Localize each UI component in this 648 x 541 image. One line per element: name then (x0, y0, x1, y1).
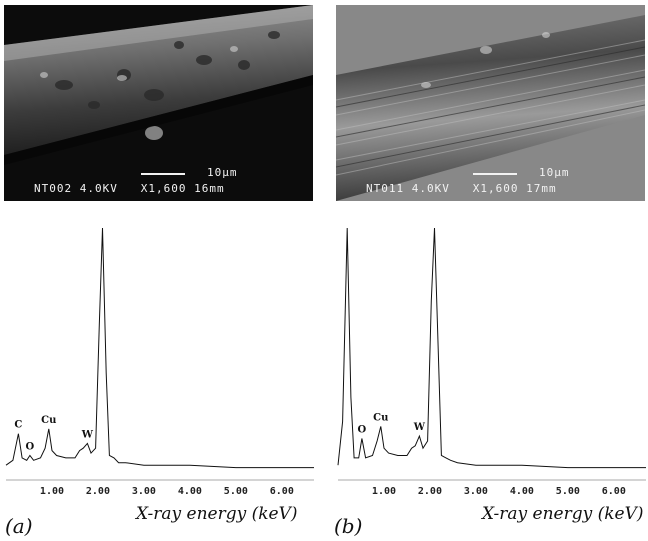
eds-plot-a: 1.00 2.00 3.00 4.00 5.00 6.00 CO Cu W (5, 227, 314, 497)
panel-label-b: (b) (334, 514, 363, 538)
x-axis-label-b: X-ray energy (keV) (482, 504, 644, 524)
x-axis-label-a: X-ray energy (keV) (136, 504, 298, 524)
peak-label: W (413, 422, 426, 433)
x-tick-label: 1.00 (40, 486, 64, 497)
sem-caption: NT002 4.0KV X1,600 16mm (34, 182, 225, 195)
x-tick-label: 1.00 (372, 486, 396, 497)
sem-micrograph-a: 10µm NT002 4.0KV X1,600 16mm (4, 5, 313, 201)
x-tick-label: 2.00 (86, 486, 110, 497)
x-tick-label: 2.00 (418, 486, 442, 497)
eds-plot-b: 1.00 2.00 3.00 4.00 5.00 6.00 O Cu W (337, 227, 646, 497)
spectrum-line (5, 227, 314, 469)
scale-bar-label: 10µm (539, 166, 570, 179)
eds-spectrum-b: 1.00 2.00 3.00 4.00 5.00 6.00 O Cu W (332, 227, 648, 498)
sem-micrograph-b: 10µm NT011 4.0KV X1,600 17mm (336, 5, 645, 201)
peak-label: Cu (41, 415, 56, 426)
scale-bar (141, 173, 185, 175)
x-tick-label: 3.00 (132, 486, 156, 497)
peak-label: O (26, 441, 35, 452)
x-tick-label: 6.00 (270, 486, 294, 497)
sem-image-b (336, 5, 645, 201)
peak-label: Cu (373, 412, 388, 423)
x-tick-label: 5.00 (224, 486, 248, 497)
scale-bar-label: 10µm (207, 166, 238, 179)
peak-label: O (358, 425, 367, 436)
scale-bar (473, 173, 517, 175)
peak-label: W (81, 429, 94, 440)
x-tick-label: 6.00 (602, 486, 626, 497)
spectrum-line (337, 227, 646, 469)
x-tick-label: 4.00 (510, 486, 534, 497)
x-tick-label: 3.00 (464, 486, 488, 497)
x-tick-label: 4.00 (178, 486, 202, 497)
x-tick-label: 5.00 (556, 486, 580, 497)
peak-label: C (14, 420, 22, 431)
sem-caption: NT011 4.0KV X1,600 17mm (366, 182, 557, 195)
eds-spectrum-a: 1.00 2.00 3.00 4.00 5.00 6.00 C O Cu W (0, 227, 316, 498)
panel-label-a: (a) (5, 514, 33, 538)
sem-image-a (4, 5, 313, 201)
